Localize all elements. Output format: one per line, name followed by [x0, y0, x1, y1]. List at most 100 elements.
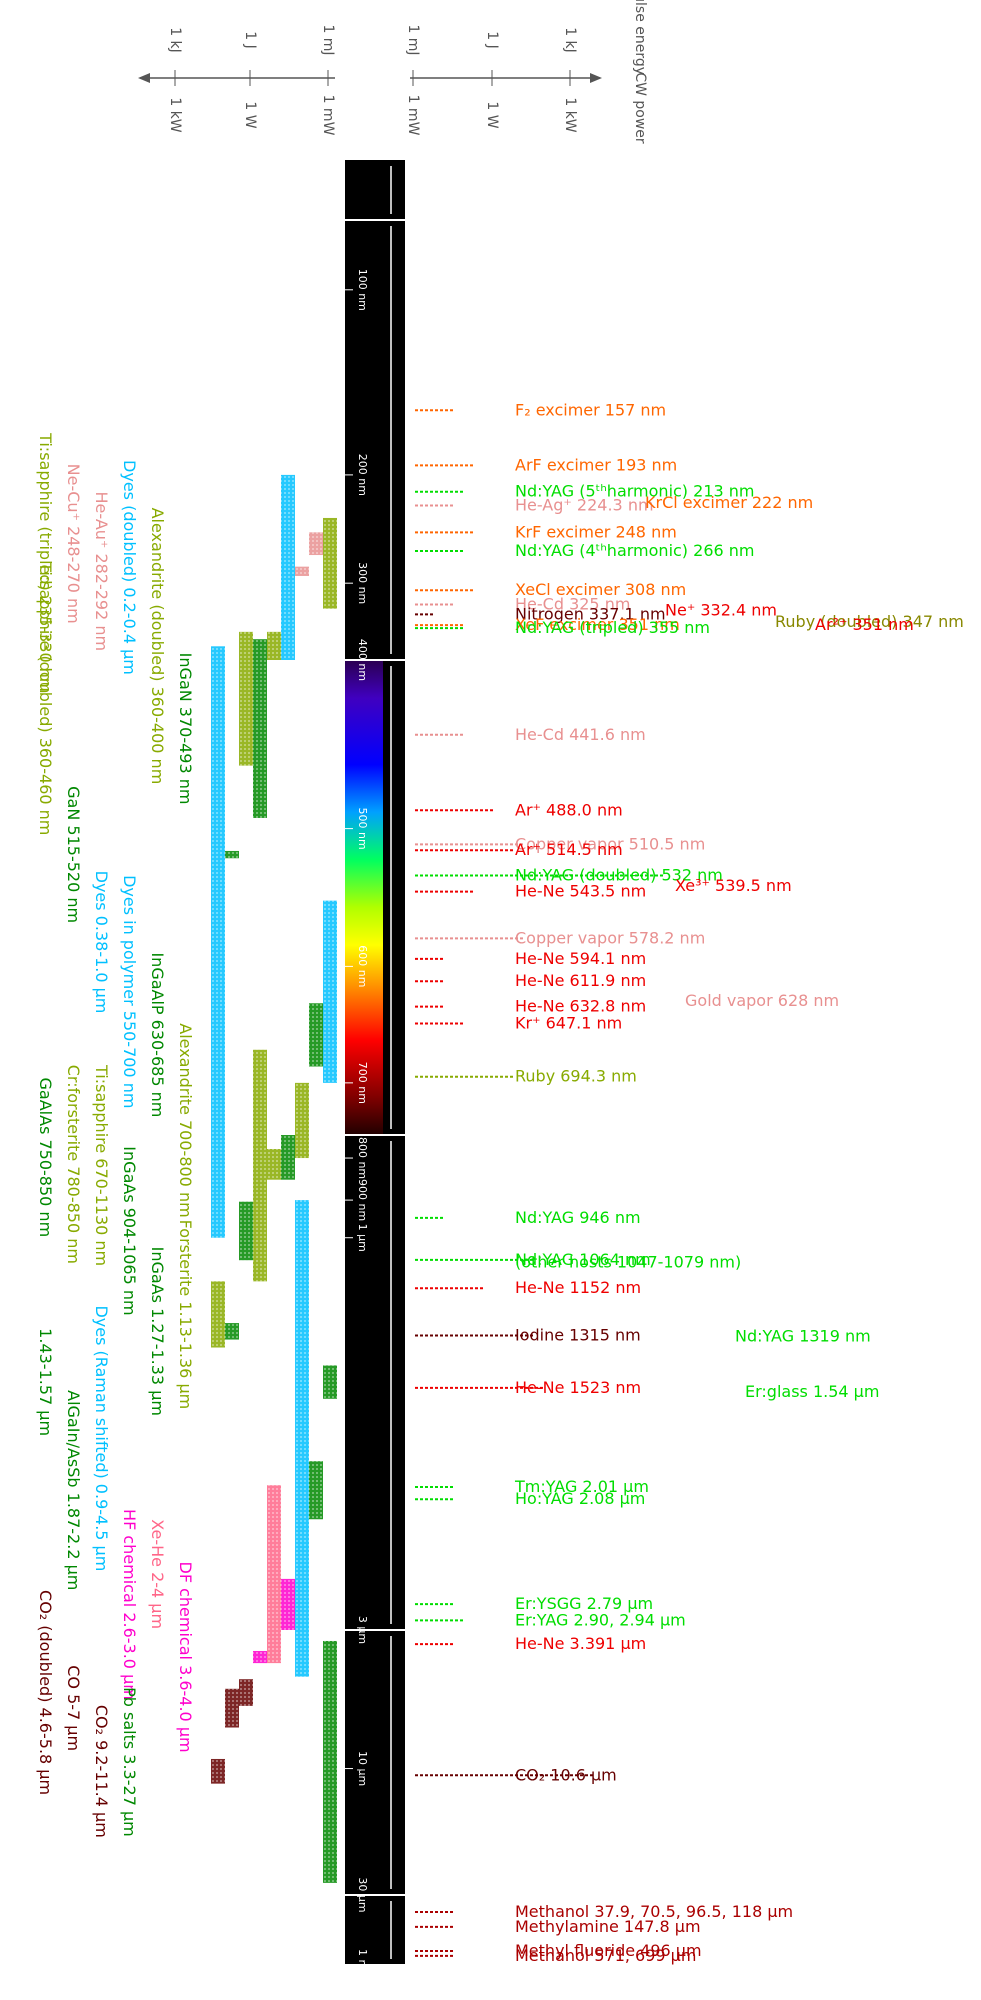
band-label: Ne-Cu⁺ 248-270 nm [64, 464, 83, 624]
energy-axis: 1 kJ 1 J 1 mJ 1 kW 1 W 1 mW 1 mJ 1 J 1 kJ 1 mW 1 W… [138, 0, 648, 144]
left-bottom-tick-label: 1 kW [167, 97, 183, 132]
laser-line-label: He-Ne 1523 nm [515, 1378, 641, 1397]
band-label: Dyes (Raman shifted) 0.9-4.5 μm [92, 1305, 111, 1571]
wavelength-tick-label: 1 μm [356, 1224, 369, 1252]
band-label: CO₂ 9.2-11.4 μm [92, 1705, 111, 1838]
band-label: Forsterite 1.13-1.36 μm [176, 1220, 195, 1410]
wavelength-tick-label: 300 nm [356, 562, 369, 604]
laser-line-label: Nd:YAG (4ᵗʰharmonic) 266 nm [515, 541, 754, 560]
right-bottom-tick-label: 1 kW [562, 97, 578, 132]
band-label: InGaAlP 630-685 nm [148, 952, 167, 1117]
wavelength-tick-label: 700 nm [356, 1062, 369, 1104]
laser-line-label: Ruby 694.3 nm [515, 1067, 637, 1086]
laser-line-label: Copper vapor 510.5 nm [515, 834, 705, 853]
laser-line-label: Ar²⁺ 351 nm [815, 615, 914, 634]
laser-line-label: Nd:YAG 946 nm [515, 1208, 641, 1227]
band-hatch [267, 1485, 281, 1664]
right-top-tick-label: 1 mJ [405, 24, 421, 55]
right-bottom-tick-label: 1 W [484, 101, 500, 128]
region-label: X-RAYS [413, 161, 431, 220]
region-label: ULTRAVIOLET [413, 385, 431, 495]
laser-line-label: XeF excimer 351 nm [515, 615, 680, 634]
laser-line-label: Nitrogen 337.1 nm [515, 604, 666, 623]
wavelength-tick-label: 100 nm [356, 269, 369, 311]
laser-line-label: Nd:YAG (tripled) 355 nm [515, 618, 710, 637]
band-hatch [211, 1758, 225, 1784]
laser-line-label: Ar⁺ 514.5 nm [515, 840, 623, 859]
band-hatch [309, 1003, 323, 1067]
band-label: DF chemical 3.6-4.0 μm [176, 1562, 195, 1753]
laser-line-label: Kr⁺ 647.1 nm [515, 1013, 622, 1032]
band-label: GaAlAs 750-850 nm [36, 1078, 55, 1238]
laser-line-label: He-Ne 611.9 nm [515, 971, 646, 990]
laser-line-label: XeCl excimer 308 nm [515, 580, 686, 599]
wavelength-tick-label: 200 nm [356, 454, 369, 496]
band-hatch [211, 1281, 225, 1348]
band-label: CO₂ (doubled) 4.6-5.8 μm [36, 1590, 55, 1795]
region-label: NEAR-INFRARED [413, 1315, 431, 1450]
right-axis-arrow [590, 73, 602, 83]
laser-line-label: Tm:YAG 2.01 μm [514, 1477, 649, 1496]
wavelength-tick-label: 30 μm [356, 1877, 369, 1912]
laser-line-label: ArF excimer 193 nm [515, 455, 677, 474]
band-hatch [225, 850, 239, 859]
wavelength-tick-label: 10 μm [356, 1751, 369, 1786]
band-hatch [225, 1323, 239, 1340]
laser-line-label: KrF excimer 248 nm [515, 522, 677, 541]
band-hatch [281, 474, 295, 660]
band-label: Xe-He 2-4 μm [148, 1519, 167, 1629]
band-hatch [239, 631, 253, 766]
band-label: HF chemical 2.6-3.0 μm [120, 1509, 139, 1700]
band-hatch [267, 631, 281, 660]
band-label: InGaAs 904-1065 nm [120, 1146, 139, 1315]
band-hatch [295, 1082, 309, 1159]
band-label: Ti:sapphire 670-1130 nm [92, 1064, 111, 1266]
lines-layer: F₂ excimer 157 nm ArF excimer 193 nm Nd:YA… [415, 400, 964, 1965]
wavelength-tick-label: 900 nm [356, 1179, 369, 1221]
band-label: InGaN 370-493 nm [176, 653, 195, 805]
band-label: Alexandrite 700-800 nm [176, 1023, 195, 1217]
band-hatch [253, 639, 267, 818]
band-hatch [239, 1679, 253, 1706]
laser-line-label: Gold vapor 628 nm [685, 991, 839, 1010]
laser-line-label: Nd:YAG 1319 nm [735, 1327, 871, 1346]
band-hatch [309, 1461, 323, 1520]
band-label: CO 5-7 μm [64, 1665, 83, 1751]
laser-line-label: Ne⁺ 332.4 nm [665, 601, 777, 620]
band-label: AlGaIn/AsSb 1.87-2.2 μm [64, 1390, 83, 1590]
bands-layer: Ti:sapphire (tripled) 235-330 nm Ne-Cu⁺ 2… [36, 432, 337, 1883]
band-hatch [281, 1578, 295, 1630]
laser-line-label: Nd:YAG (5ᵗʰharmonic) 213 nm [515, 482, 754, 501]
laser-line-label: He-Cd 441.6 nm [515, 725, 646, 744]
wavelength-tick-label: 400 nm [356, 639, 369, 681]
laser-line-label: Ruby (doubled) 347 nm [775, 612, 964, 631]
laser-line-label: Nd:YAG 1064 nm [515, 1250, 651, 1269]
band-label: Dyes (doubled) 0.2-0.4 μm [120, 460, 139, 675]
band-hatch [323, 517, 337, 609]
right-bottom-tick-label: 1 mW [405, 95, 421, 136]
band-label: Cr:forsterite 780-850 nm [64, 1065, 83, 1264]
band-label: Alexandrite (doubled) 360-400 nm [148, 508, 167, 785]
band-hatch [323, 1640, 337, 1883]
band-hatch [295, 566, 309, 576]
wavelength-tick-label: 3 μm [356, 1616, 369, 1644]
band-hatch [309, 532, 323, 556]
laser-line-label: F₂ excimer 157 nm [515, 400, 666, 419]
region-label: FAR-IR [413, 1903, 431, 1957]
band-hatch [211, 646, 225, 1238]
band-hatch [239, 1201, 253, 1261]
left-axis-arrow [138, 73, 150, 83]
band-hatch [295, 1200, 309, 1677]
laser-line-label: He-Ne 1152 nm [515, 1278, 641, 1297]
cw-power-heading: CW power [632, 72, 648, 144]
band-hatch [253, 1650, 267, 1664]
pulse-energy-heading: Pulse energy [632, 0, 648, 75]
laser-line-label: He-Cd 325 nm [515, 595, 630, 614]
laser-line-label: Er:glass 1.54 μm [745, 1382, 879, 1401]
laser-line-label: Xe³⁺ 539.5 nm [675, 876, 792, 895]
wavelength-tick-label: 500 nm [356, 808, 369, 850]
band-label: InGaAs 1.27-1.33 μm [148, 1247, 167, 1416]
left-top-tick-label: 1 mJ [320, 24, 336, 55]
band-hatch [267, 1149, 281, 1180]
